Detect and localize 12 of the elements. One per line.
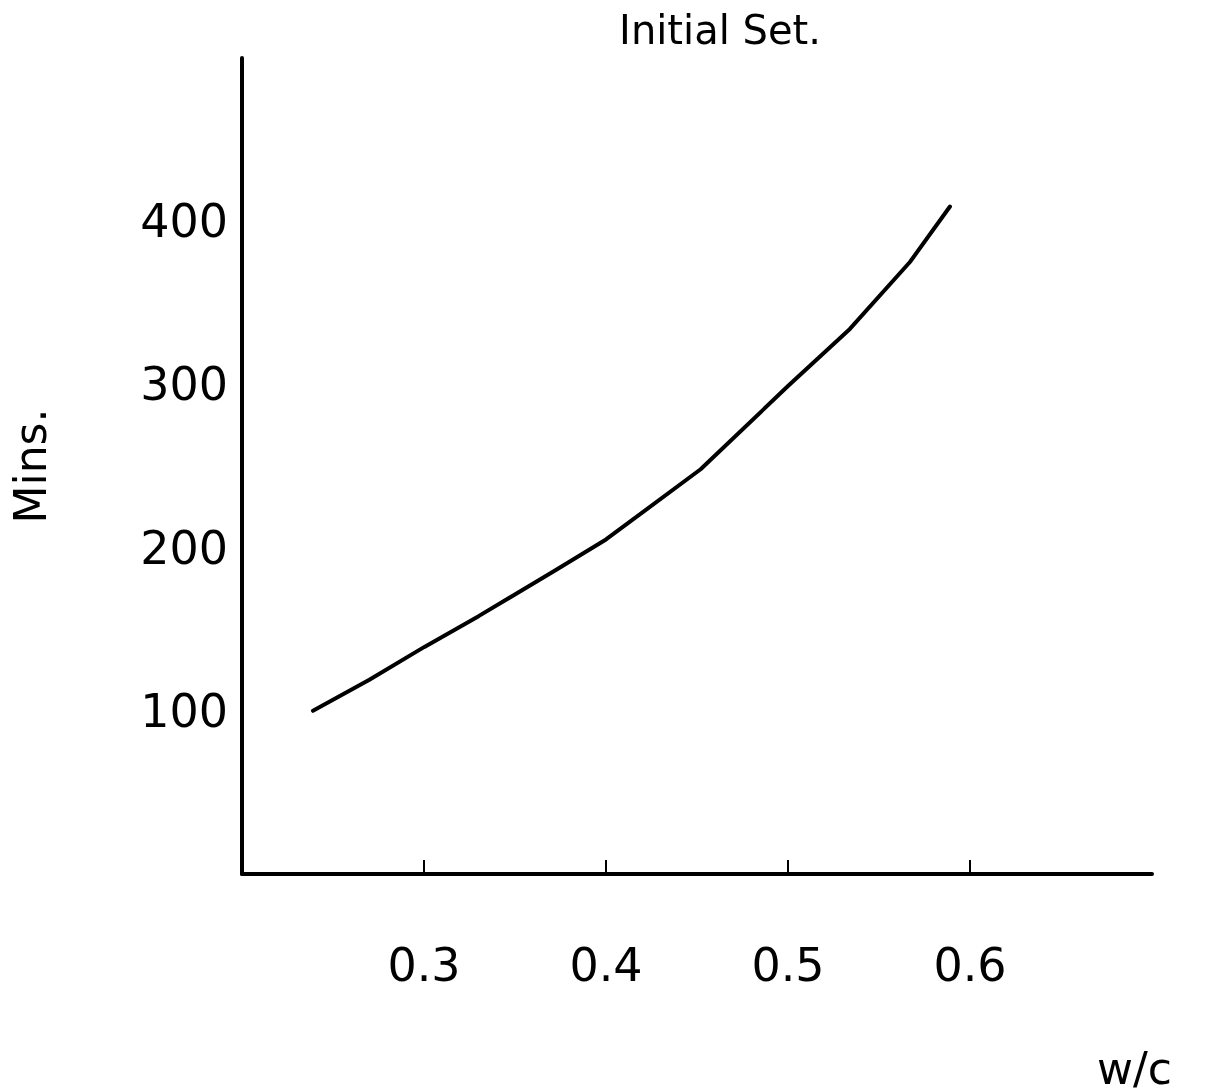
x-tick-label: 0.4 — [569, 938, 643, 992]
chart-title: Initial Set. — [619, 7, 821, 53]
x-axis-title: w/c — [1097, 1042, 1173, 1090]
y-axis-title: Mins. — [4, 408, 56, 524]
y-tick-label: 300 — [140, 357, 228, 412]
line-series — [310, 204, 952, 713]
x-tick-label: 0.3 — [387, 938, 461, 992]
y-tick-label: 200 — [140, 520, 228, 575]
y-tick-label: 400 — [140, 194, 228, 249]
y-tick-label: 100 — [140, 683, 228, 738]
x-tick-label: 0.5 — [751, 938, 825, 992]
x-tick-label: 0.6 — [933, 938, 1007, 992]
